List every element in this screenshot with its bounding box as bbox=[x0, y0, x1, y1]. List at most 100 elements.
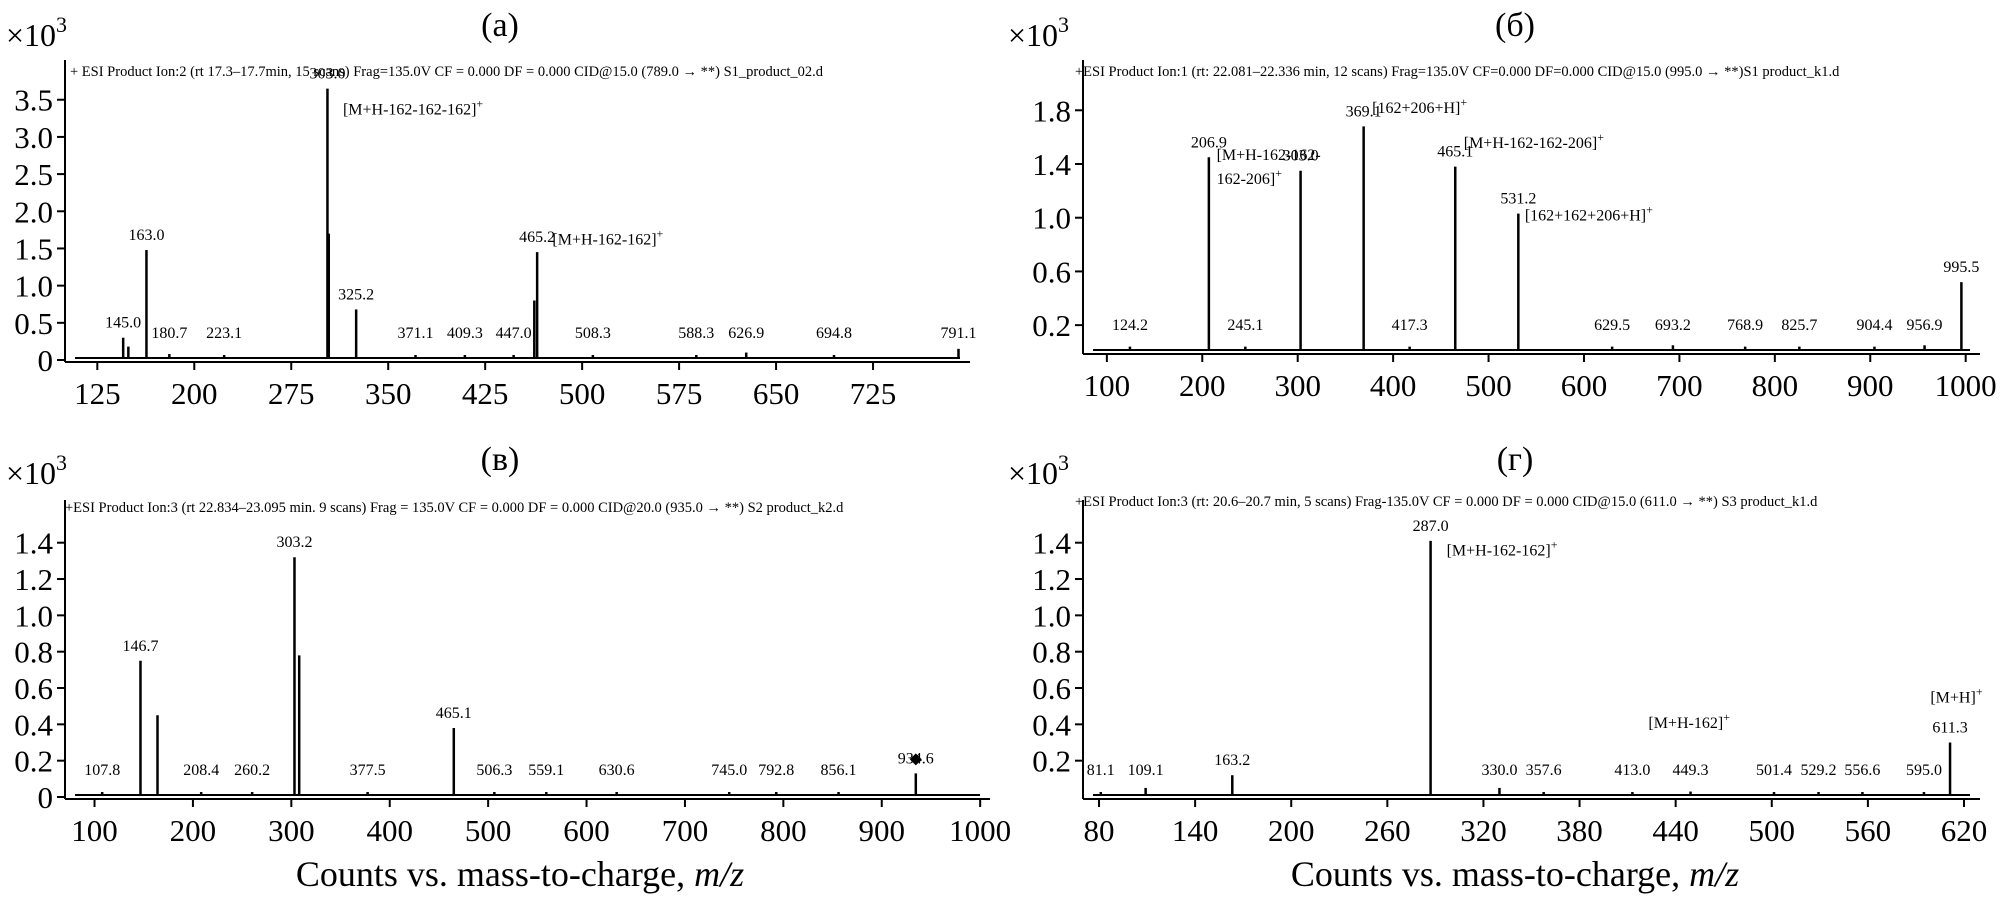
peak-label: 825.7 bbox=[1781, 317, 1817, 334]
peak-label: 124.2 bbox=[1112, 317, 1148, 334]
peak-label: 449.3 bbox=[1673, 762, 1709, 779]
x-tick-label: 500 bbox=[1465, 368, 1512, 403]
x-tick-label: 800 bbox=[760, 813, 807, 848]
acquisition-header: + ESI Product Ion:2 (rt 17.3–17.7min, 15… bbox=[70, 64, 824, 80]
x-tick-label: 500 bbox=[465, 813, 512, 848]
peak-label: 357.6 bbox=[1526, 762, 1562, 779]
fragment-annotation: [M+H-162-162]+ bbox=[1447, 537, 1558, 559]
x-tick-label: 725 bbox=[850, 376, 897, 411]
precursor-marker bbox=[909, 753, 922, 766]
x-tick-label: 400 bbox=[1370, 368, 1417, 403]
fragment-annotation: [M+H-162-162- bbox=[1217, 147, 1321, 164]
y-tick-label: 0.2 bbox=[1032, 308, 1071, 343]
y-tick-label: 0.6 bbox=[1032, 254, 1071, 289]
peak-label: 465.2 bbox=[519, 229, 555, 246]
peak-label: 163.0 bbox=[128, 227, 164, 244]
acquisition-header: +ESI Product Ion:3 (rt: 20.6–20.7 min, 5… bbox=[1075, 494, 1818, 510]
y-tick-label: 0.4 bbox=[1032, 707, 1071, 742]
peak-label: 413.0 bbox=[1614, 762, 1650, 779]
spectrum-panel-b: (б) ×103 +ESI Product Ion:1 (rt: 22.081–22… bbox=[1008, 7, 1997, 403]
peak-label: 792.8 bbox=[758, 762, 794, 779]
peak-label: 260.2 bbox=[234, 762, 270, 779]
peak-label: 81.1 bbox=[1087, 762, 1115, 779]
x-tick-label: 125 bbox=[74, 376, 121, 411]
multiplier-label: ×103 bbox=[6, 450, 67, 491]
y-tick-label: 0 bbox=[38, 343, 54, 378]
y-tick-label: 3.0 bbox=[14, 120, 53, 155]
spectrum-panel-g: (г) ×103 +ESI Product Ion:3 (rt: 20.6–20.7… bbox=[1008, 441, 1987, 848]
peak-label: 694.8 bbox=[816, 325, 852, 342]
peak-label: 417.3 bbox=[1392, 317, 1428, 334]
fragment-annotation: 162-206]+ bbox=[1217, 166, 1283, 188]
x-tick-label: 260 bbox=[1364, 813, 1411, 848]
peak-label: 611.3 bbox=[1932, 720, 1967, 737]
x-tick-label: 200 bbox=[170, 813, 217, 848]
peak-label: 303.2 bbox=[276, 534, 312, 551]
x-tick-label: 600 bbox=[1561, 368, 1608, 403]
peak-label: 588.3 bbox=[678, 325, 714, 342]
peak-label: 208.4 bbox=[183, 762, 219, 779]
fragment-annotation: [M+H-162-162-162]+ bbox=[343, 97, 483, 119]
peak-label: 146.7 bbox=[122, 638, 158, 655]
peak-label: 629.5 bbox=[1594, 317, 1630, 334]
panel-label: (г) bbox=[1497, 441, 1534, 478]
y-tick-label: 1.0 bbox=[1032, 201, 1071, 236]
acquisition-header: +ESI Product Ion:3 (rt 22.834–23.095 min… bbox=[65, 500, 844, 516]
x-tick-label: 275 bbox=[268, 376, 315, 411]
peak-label: 626.9 bbox=[728, 325, 764, 342]
y-tick-label: 0.4 bbox=[14, 707, 53, 742]
peak-label: 145.0 bbox=[105, 315, 141, 332]
peak-label: 904.4 bbox=[1856, 317, 1892, 334]
fragment-annotation: [M+H-162]+ bbox=[1648, 710, 1730, 732]
fragment-annotation: [M+H]+ bbox=[1930, 685, 1982, 707]
peak-label: 529.2 bbox=[1801, 762, 1837, 779]
peak-label: 508.3 bbox=[575, 325, 611, 342]
peak-label: 409.3 bbox=[447, 325, 483, 342]
fragment-annotation: [162+162+206+H]+ bbox=[1525, 202, 1653, 224]
x-tick-label: 100 bbox=[1084, 368, 1131, 403]
y-tick-label: 1.4 bbox=[1032, 147, 1071, 182]
peak-label: 107.8 bbox=[84, 762, 120, 779]
x-tick-label: 575 bbox=[656, 376, 703, 411]
x-tick-label: 300 bbox=[268, 813, 315, 848]
peak-label: 501.4 bbox=[1756, 762, 1792, 779]
x-tick-label: 700 bbox=[1656, 368, 1703, 403]
y-tick-label: 1.5 bbox=[14, 231, 53, 266]
x-tick-label: 300 bbox=[1274, 368, 1321, 403]
x-tick-label: 650 bbox=[753, 376, 800, 411]
spectrum-panel-a: (а) ×103+ ESI Product Ion:2 (rt 17.3–17.7… bbox=[6, 7, 976, 411]
peak-label: 245.1 bbox=[1227, 317, 1263, 334]
multiplier-label: ×103 bbox=[6, 12, 67, 53]
peak-label: 325.2 bbox=[338, 286, 374, 303]
spectrum-panel-v: (в) ×103 +ESI Product Ion:3 (rt 22.834–23.… bbox=[6, 441, 1011, 848]
y-tick-label: 0.8 bbox=[1032, 635, 1071, 670]
peak-label: 303.0 bbox=[1283, 148, 1319, 165]
x-tick-label: 200 bbox=[1268, 813, 1315, 848]
x-axis-label-right: Counts vs. mass-to-charge, m/z bbox=[1291, 854, 1739, 894]
y-tick-label: 3.5 bbox=[14, 83, 53, 118]
peak-label: 465.1 bbox=[436, 705, 472, 722]
panel-label: (а) bbox=[481, 7, 519, 44]
y-tick-label: 1.4 bbox=[14, 526, 53, 561]
y-tick-label: 1.2 bbox=[1032, 562, 1071, 597]
y-tick-label: 0.6 bbox=[14, 671, 53, 706]
x-tick-label: 400 bbox=[366, 813, 413, 848]
peak-label: 630.6 bbox=[599, 762, 635, 779]
panel-label: (в) bbox=[481, 441, 520, 478]
peak-label: 303.0 bbox=[309, 66, 345, 83]
y-tick-label: 1.4 bbox=[1032, 526, 1071, 561]
panel-label: (б) bbox=[1495, 7, 1535, 44]
y-tick-label: 1.0 bbox=[14, 598, 53, 633]
peak-label: 506.3 bbox=[476, 762, 512, 779]
x-axis-label-left: Counts vs. mass-to-charge, m/z bbox=[296, 854, 744, 894]
peak-label: 223.1 bbox=[206, 325, 242, 342]
x-tick-label: 500 bbox=[559, 376, 606, 411]
y-tick-label: 2.5 bbox=[14, 157, 53, 192]
y-tick-label: 0 bbox=[38, 780, 54, 815]
acquisition-header: +ESI Product Ion:1 (rt: 22.081–22.336 mi… bbox=[1075, 64, 1840, 80]
x-tick-label: 425 bbox=[462, 376, 509, 411]
peak-label: 531.2 bbox=[1500, 191, 1536, 208]
peak-label: 693.2 bbox=[1655, 317, 1691, 334]
y-tick-label: 1.0 bbox=[1032, 598, 1071, 633]
y-tick-label: 0.5 bbox=[14, 306, 53, 341]
